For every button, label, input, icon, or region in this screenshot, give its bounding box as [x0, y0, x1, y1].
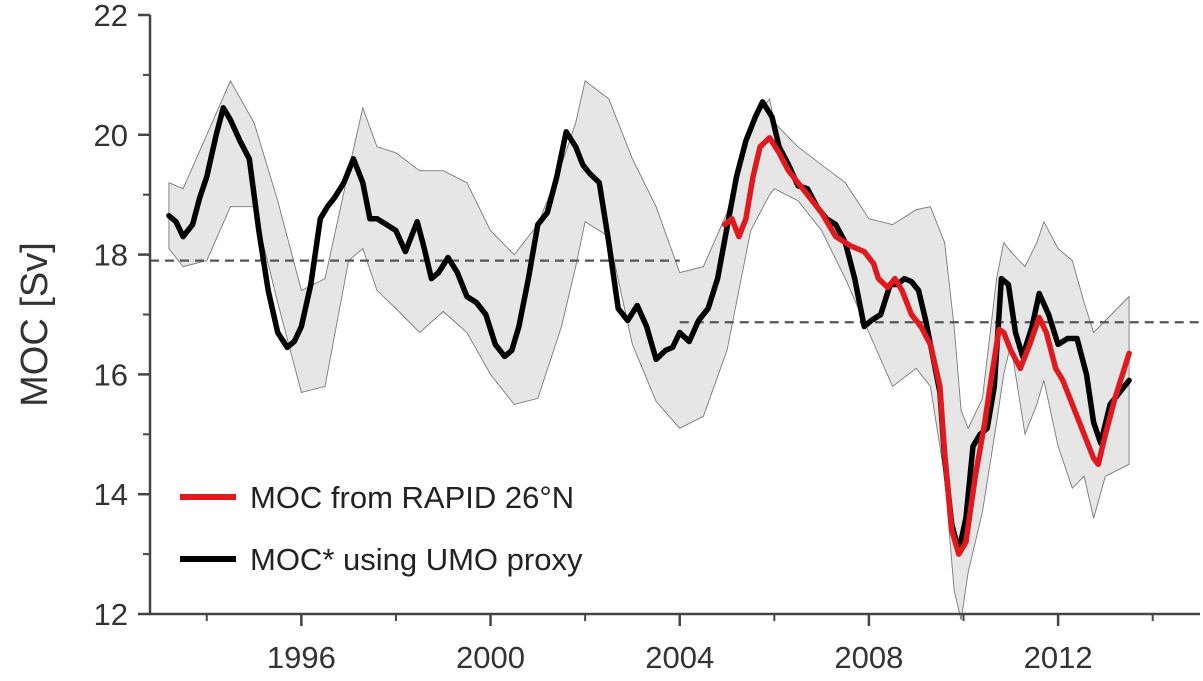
y-axis-title: MOC [Sv]: [14, 242, 56, 407]
reference-lines-layer: [150, 259, 1200, 324]
legend: MOC from RAPID 26°N MOC* using UMO proxy: [180, 480, 583, 577]
confidence-band: [168, 79, 1130, 621]
legend-label-proxy: MOC* using UMO proxy: [250, 542, 583, 577]
x-tick-label-2008: 2008: [834, 640, 903, 675]
series-layer: [166, 99, 1132, 557]
x-tick-label-2000: 2000: [456, 640, 525, 675]
y-tick-label-18: 18: [94, 238, 128, 273]
legend-label-rapid: MOC from RAPID 26°N: [250, 480, 574, 515]
y-tick-label-22: 22: [94, 0, 128, 33]
series-line-moc-umo-proxy: [166, 99, 1132, 554]
y-tick-label-14: 14: [94, 477, 128, 512]
y-tick-label-16: 16: [94, 357, 128, 392]
y-tick-label-20: 20: [94, 118, 128, 153]
x-tick-label-2012: 2012: [1024, 640, 1093, 675]
x-tick-label-2004: 2004: [645, 640, 714, 675]
y-tick-label-12: 12: [94, 597, 128, 632]
confidence-band-layer: [168, 79, 1130, 621]
series-line-moc-rapid: [721, 135, 1132, 557]
axes-layer: 12 14 16 18 20 22 1996 2000 2004 2008 2012 MOC [Sv]: [14, 0, 1200, 675]
x-tick-label-1996: 1996: [267, 640, 336, 675]
